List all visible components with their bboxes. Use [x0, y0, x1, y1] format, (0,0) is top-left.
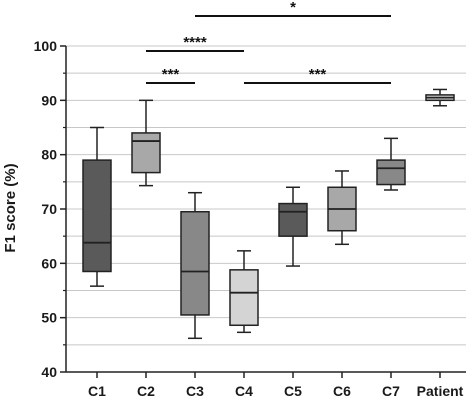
axes: 40 50 60 70 80 90 100 C1 C2 C3 C4 C5 C6 C7 Patient [34, 38, 466, 399]
box-c2 [131, 99, 161, 187]
significance-label: **** [183, 34, 207, 51]
y-tick-label: 80 [41, 147, 57, 163]
box-iqr [131, 132, 161, 174]
box-iqr [82, 159, 112, 273]
box-c1 [82, 126, 112, 287]
box-patient [425, 88, 455, 107]
significance-label: * [290, 0, 296, 16]
x-tick-label: C5 [284, 383, 302, 399]
box-iqr [180, 210, 210, 316]
boxes [82, 88, 455, 340]
box-iqr [278, 202, 308, 237]
box-iqr [229, 269, 259, 327]
significance-label: *** [162, 66, 180, 83]
x-tick-label: C1 [88, 383, 106, 399]
y-tick-label: 70 [41, 201, 57, 217]
grid-lines [66, 45, 466, 346]
x-tick-label: C6 [333, 383, 351, 399]
x-tick-label: C2 [137, 383, 155, 399]
significance-bars: ******** *** [146, 0, 391, 84]
y-tick-label: 40 [41, 364, 57, 380]
x-tick-label: C3 [186, 383, 204, 399]
box-c4 [229, 250, 259, 334]
box-c7 [376, 137, 406, 191]
y-tick-label: 50 [41, 310, 57, 326]
box-c3 [180, 191, 210, 340]
y-axis-title: F1 score (%) [2, 163, 19, 252]
y-tick-label: 60 [41, 255, 57, 271]
x-tick-label: C7 [382, 383, 400, 399]
x-tick-label: Patient [417, 383, 464, 399]
box-c6 [327, 170, 357, 246]
y-tick-label: 100 [34, 38, 58, 54]
significance-label: *** [309, 66, 327, 83]
box-iqr [376, 159, 406, 186]
y-tick-label: 90 [41, 92, 57, 108]
x-tick-label: C4 [235, 383, 253, 399]
box-c5 [278, 186, 308, 267]
